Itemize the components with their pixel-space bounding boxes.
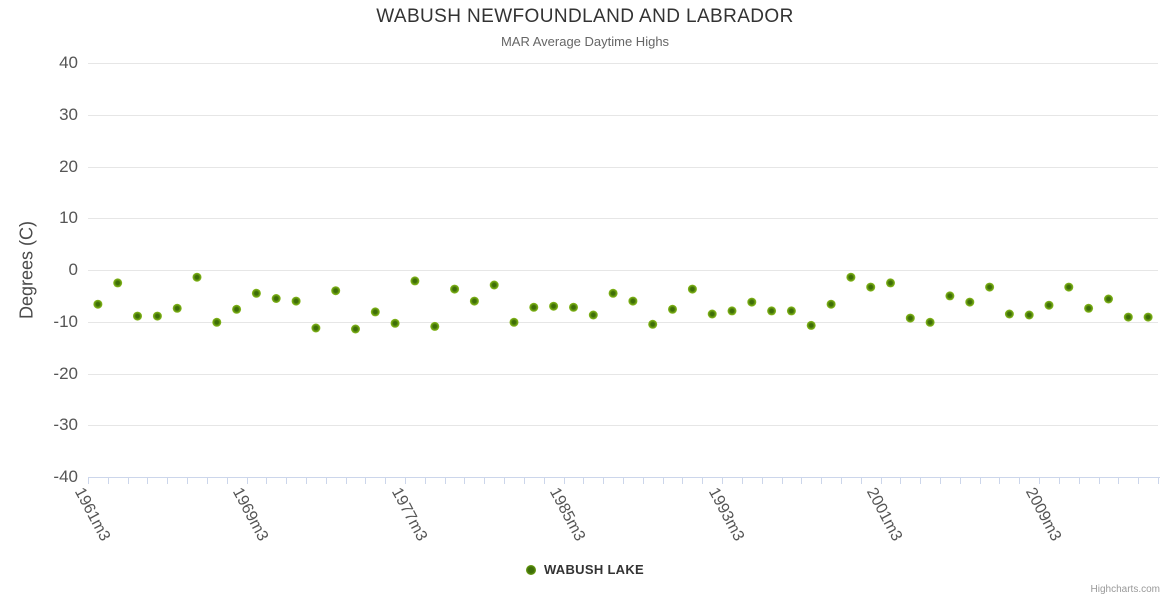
data-point[interactable]: 2009m3: -6.8 xyxy=(1044,300,1054,310)
data-point[interactable]: 1986m3: -8.7 xyxy=(588,310,598,320)
data-point[interactable]: 1969m3: -4.5 xyxy=(251,288,261,298)
chart-title: WABUSH NEWFOUNDLAND AND LABRADOR xyxy=(376,6,794,27)
data-point[interactable]: 1966m3: -1.4 xyxy=(192,272,202,282)
data-point[interactable]: 1980m3: -6 xyxy=(469,296,479,306)
data-point[interactable]: 2007m3: -8.5 xyxy=(1004,309,1014,319)
data-point[interactable]: 1999m3: -1.4 xyxy=(846,272,856,282)
data-point[interactable]: 1964m3: -8.9 xyxy=(152,311,162,321)
data-point[interactable]: 1982m3: -10.1 xyxy=(509,317,519,327)
y-axis-tick-label: -40 xyxy=(53,467,78,486)
y-axis-tick-label: 20 xyxy=(59,156,78,176)
data-point[interactable]: 2001m3: -2.5 xyxy=(886,278,895,288)
data-point[interactable]: 1996m3: -7.9 xyxy=(786,306,796,316)
y-axis-tick-label: 10 xyxy=(59,208,78,228)
data-point[interactable]: 1995m3: -7.9 xyxy=(767,306,777,316)
highcharts-credit-link[interactable]: Highcharts.com xyxy=(1090,584,1160,595)
data-point[interactable]: 1968m3: -7.6 xyxy=(232,304,242,314)
data-point[interactable]: 1998m3: -6.6 xyxy=(826,299,836,309)
data-point[interactable]: 2010m3: -3.3 xyxy=(1064,282,1074,292)
data-point[interactable]: 1978m3: -10.9 xyxy=(430,321,440,331)
data-point[interactable]: 1979m3: -3.7 xyxy=(450,284,460,294)
data-point[interactable]: 2011m3: -7.4 xyxy=(1084,303,1094,313)
data-point[interactable]: 1985m3: -7.2 xyxy=(569,302,578,312)
data-point[interactable]: 1981m3: -2.9 xyxy=(489,280,499,290)
data-point[interactable]: 1988m3: -6 xyxy=(628,296,638,306)
data-point[interactable]: 2004m3: -5 xyxy=(945,291,955,301)
data-point[interactable]: 2013m3: -9.1 xyxy=(1123,312,1133,322)
legend-item-wabush-lake[interactable]: WABUSH LAKE xyxy=(0,562,1170,577)
data-point[interactable]: 1963m3: -8.9 xyxy=(133,311,142,321)
data-point[interactable]: 1973m3: -4 xyxy=(331,286,341,296)
data-point[interactable]: 1962m3: -2.5 xyxy=(113,278,123,288)
data-point[interactable]: 1974m3: -11.4 xyxy=(351,324,360,334)
data-point[interactable]: 2008m3: -8.7 xyxy=(1024,310,1034,320)
data-point[interactable]: 1989m3: -10.5 xyxy=(648,319,658,329)
data-point[interactable]: 2014m3: -9.1 xyxy=(1143,312,1153,322)
legend-marker-icon xyxy=(525,564,536,575)
y-axis-tick-label: 30 xyxy=(59,104,78,124)
legend-series-name: WABUSH LAKE xyxy=(543,562,645,577)
data-point[interactable]: 1977m3: -2.1 xyxy=(410,276,420,286)
y-axis-tick-label: -30 xyxy=(53,415,78,435)
data-point[interactable]: 1972m3: -11.2 xyxy=(311,323,321,333)
data-point[interactable]: 1975m3: -8.1 xyxy=(370,307,380,317)
data-point[interactable]: 2006m3: -3.3 xyxy=(985,282,995,292)
data-point[interactable]: 1993m3: -7.9 xyxy=(727,306,737,316)
data-point[interactable]: 2005m3: -6.2 xyxy=(965,297,975,307)
y-axis-tick-label: -20 xyxy=(53,363,78,383)
data-point[interactable]: 1997m3: -10.7 xyxy=(806,320,816,330)
data-point[interactable]: 1984m3: -7 xyxy=(549,301,559,311)
data-point[interactable]: 2002m3: -9.3 xyxy=(905,313,915,323)
data-point[interactable]: 1992m3: -8.5 xyxy=(707,309,717,319)
chart-subtitle: MAR Average Daytime Highs xyxy=(500,34,670,49)
data-point[interactable]: 1970m3: -5.5 xyxy=(271,294,281,303)
data-point[interactable]: 1994m3: -6.2 xyxy=(747,297,757,307)
data-point[interactable]: 1971m3: -6 xyxy=(291,296,301,306)
data-point[interactable]: 1965m3: -7.4 xyxy=(172,303,182,313)
data-point[interactable]: 1990m3: -7.6 xyxy=(668,304,677,314)
data-point[interactable]: 1991m3: -3.7 xyxy=(687,284,697,294)
data-point[interactable]: 2003m3: -10.1 xyxy=(925,317,935,327)
data-point[interactable]: 2000m3: -3.3 xyxy=(866,282,876,292)
data-point[interactable]: 1976m3: -10.3 xyxy=(390,318,400,328)
y-axis-tick-label: 40 xyxy=(59,53,78,72)
data-point[interactable]: 1983m3: -7.2 xyxy=(529,302,539,312)
data-point[interactable]: 1967m3: -10.1 xyxy=(212,317,222,327)
y-axis-tick-label: 0 xyxy=(68,260,78,279)
y-axis-tick-label: -10 xyxy=(53,311,78,331)
data-point[interactable]: 2012m3: -5.6 xyxy=(1104,294,1113,304)
data-point[interactable]: 1961m3: -6.6 xyxy=(93,299,103,309)
data-point[interactable]: 1987m3: -4.5 xyxy=(608,288,618,298)
